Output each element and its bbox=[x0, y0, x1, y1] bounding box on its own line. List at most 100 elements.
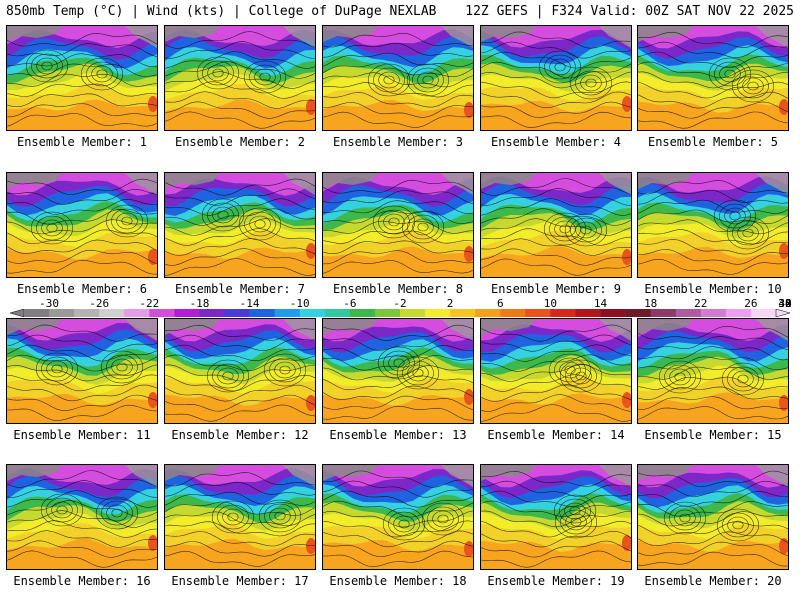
temperature-map bbox=[481, 319, 631, 423]
ensemble-member-label: Ensemble Member: 5 bbox=[647, 135, 779, 149]
temperature-map bbox=[638, 465, 788, 569]
colorbar-segment bbox=[575, 309, 601, 317]
ensemble-map-panel bbox=[322, 464, 474, 570]
ensemble-member-label: Ensemble Member: 14 bbox=[487, 428, 625, 442]
ensemble-member-label: Ensemble Member: 2 bbox=[174, 135, 306, 149]
colorbar-tick-label: 2 bbox=[446, 297, 454, 310]
colorbar-segment bbox=[400, 309, 426, 317]
colorbar-segment bbox=[49, 309, 75, 317]
ensemble-member-label: Ensemble Member: 4 bbox=[490, 135, 622, 149]
colorbar-tick-label: -10 bbox=[289, 297, 310, 310]
colorbar-segment bbox=[24, 309, 50, 317]
temperature-map bbox=[638, 319, 788, 423]
temperature-map bbox=[165, 465, 315, 569]
temperature-map bbox=[323, 26, 473, 130]
temperature-map bbox=[165, 319, 315, 423]
colorbar-tick-label: 6 bbox=[496, 297, 504, 310]
ensemble-map-panel bbox=[6, 464, 158, 570]
colorbar-tick-label: 18 bbox=[644, 297, 658, 310]
temperature-map bbox=[481, 26, 631, 130]
ensemble-map-panel bbox=[637, 464, 789, 570]
ensemble-member-label: Ensemble Member: 6 bbox=[16, 282, 148, 296]
colorbar-segment bbox=[274, 309, 301, 317]
colorbar-segment bbox=[500, 309, 526, 317]
colorbar-segment bbox=[199, 309, 225, 317]
temperature-map bbox=[481, 173, 631, 277]
ensemble-member-label: Ensemble Member: 13 bbox=[329, 428, 467, 442]
colorbar-tick-label: -22 bbox=[139, 297, 160, 310]
ensemble-member-label: Ensemble Member: 19 bbox=[487, 574, 625, 588]
colorbar-segment bbox=[224, 309, 250, 317]
ensemble-member-label: Ensemble Member: 1 bbox=[16, 135, 148, 149]
colorbar-tick-label: 14 bbox=[593, 297, 608, 310]
colorbar-tick-label: 26 bbox=[744, 297, 758, 310]
colorbar-segment bbox=[149, 309, 175, 317]
colorbar-tick-label: -14 bbox=[239, 297, 260, 310]
ensemble-map-panel bbox=[480, 318, 632, 424]
colorbar-tick-label: 34 bbox=[778, 297, 792, 310]
ensemble-member-label: Ensemble Member: 16 bbox=[13, 574, 151, 588]
ensemble-member-label: Ensemble Member: 20 bbox=[644, 574, 782, 588]
colorbar-tick-label: -18 bbox=[189, 297, 210, 310]
colorbar-segment bbox=[324, 309, 351, 317]
ensemble-map-panel bbox=[6, 172, 158, 278]
colorbar-segment bbox=[450, 309, 476, 317]
ensemble-map-panel bbox=[6, 318, 158, 424]
colorbar-tick-label: -6 bbox=[343, 297, 357, 310]
header: 850mb Temp (°C) | Wind (kts) | College o… bbox=[0, 0, 800, 22]
colorbar-tick-labels: -30 -26 -22 -18 -14 -10 -6 -2 2 6 10 14 18 22 26 30 34 38… bbox=[0, 297, 800, 310]
colorbar-segment bbox=[349, 309, 376, 317]
ensemble-map-panel bbox=[322, 318, 474, 424]
temperature-map bbox=[323, 173, 473, 277]
map-title: 850mb Temp (°C) | Wind (kts) | College o… bbox=[6, 4, 437, 19]
temperature-map bbox=[7, 26, 157, 130]
colorbar-segment bbox=[600, 309, 626, 317]
run-valid-time: 12Z GEFS | F324 Valid: 00Z SAT NOV 22 20… bbox=[465, 4, 794, 19]
ensemble-map-panel bbox=[637, 25, 789, 131]
colorbar-segment bbox=[675, 309, 702, 317]
colorbar-segment bbox=[374, 309, 401, 317]
colorbar-segment bbox=[650, 309, 677, 317]
colorbar-tick-label: 38 bbox=[778, 297, 792, 310]
ensemble-map-panel bbox=[480, 25, 632, 131]
ensemble-member-label: Ensemble Member: 3 bbox=[332, 135, 464, 149]
temperature-map bbox=[7, 465, 157, 569]
colorbar-segment bbox=[174, 309, 200, 317]
colorbar-right-arrow bbox=[775, 309, 790, 317]
colorbar-tick-label: -30 bbox=[39, 297, 60, 310]
ensemble-map-panel bbox=[637, 172, 789, 278]
colorbar-segment bbox=[725, 309, 752, 317]
ensemble-map-panel bbox=[164, 25, 316, 131]
ensemble-map-panel bbox=[480, 172, 632, 278]
colorbar-segment bbox=[525, 309, 551, 317]
temperature-map bbox=[7, 319, 157, 423]
colorbar-segment bbox=[74, 309, 100, 317]
colorbar-segment bbox=[425, 309, 451, 317]
temperature-map bbox=[165, 26, 315, 130]
colorbar-tick-label: -2 bbox=[393, 297, 407, 310]
ensemble-map-panel bbox=[480, 464, 632, 570]
ensemble-map-panel bbox=[322, 25, 474, 131]
ensemble-map-panel bbox=[164, 172, 316, 278]
colorbar-segment bbox=[700, 309, 727, 317]
colorbar-segment bbox=[750, 309, 777, 317]
ensemble-member-label: Ensemble Member: 17 bbox=[171, 574, 309, 588]
ensemble-member-label: Ensemble Member: 15 bbox=[644, 428, 782, 442]
ensemble-map-panel bbox=[164, 464, 316, 570]
temperature-map bbox=[638, 173, 788, 277]
ensemble-member-label: Ensemble Member: 18 bbox=[329, 574, 467, 588]
temperature-map bbox=[323, 465, 473, 569]
colorbar-tick-label: 10 bbox=[543, 297, 558, 310]
colorbar-segment bbox=[475, 309, 501, 317]
temperature-map bbox=[323, 319, 473, 423]
colorbar-segment bbox=[550, 309, 576, 317]
ensemble-map-panel bbox=[637, 318, 789, 424]
ensemble-member-label: Ensemble Member: 12 bbox=[171, 428, 309, 442]
colorbar-tick-label: 42 bbox=[778, 297, 792, 310]
ensemble-map-panel bbox=[164, 318, 316, 424]
colorbar-tick-label: 30 bbox=[778, 297, 792, 310]
colorbar-left-arrow bbox=[10, 309, 25, 317]
colorbar-tick-label: -26 bbox=[89, 297, 110, 310]
colorbar-segment bbox=[99, 309, 125, 317]
temperature-map bbox=[638, 26, 788, 130]
